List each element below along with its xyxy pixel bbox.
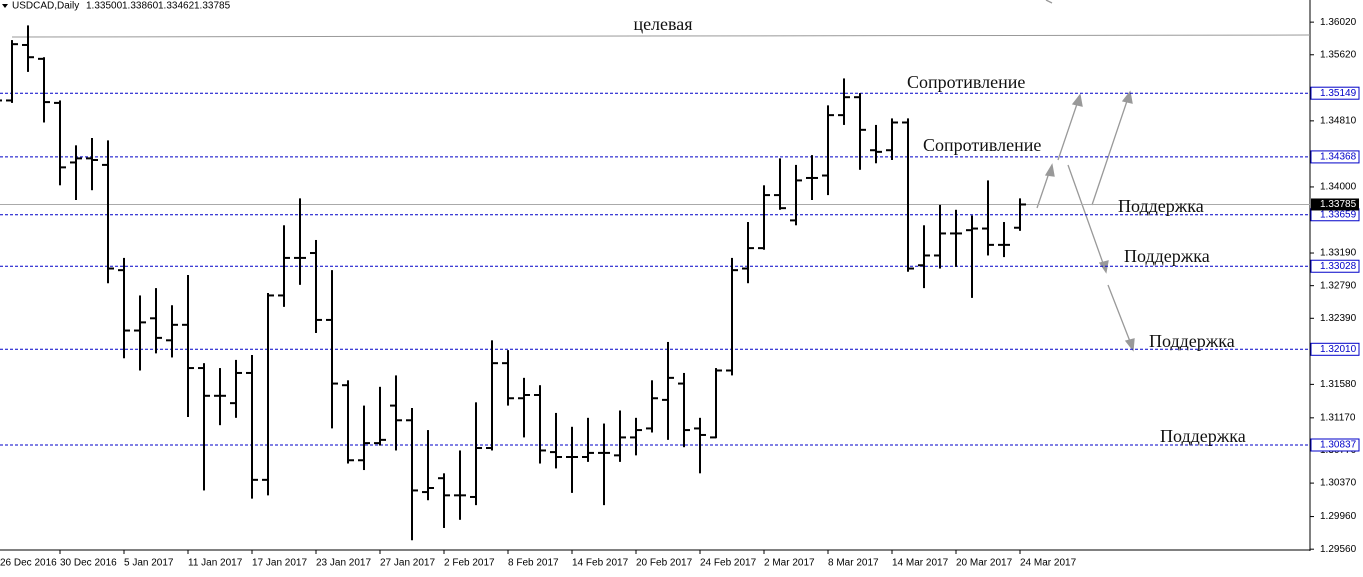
target-label: целевая — [633, 14, 692, 34]
x-tick-label: 2 Feb 2017 — [444, 558, 495, 569]
x-tick-label: 23 Jan 2017 — [316, 558, 371, 569]
x-tick-label: 27 Jan 2017 — [380, 558, 435, 569]
y-tick-label: 1.35620 — [1320, 49, 1357, 60]
y-tick-label: 1.34810 — [1320, 115, 1357, 126]
current-price-label: 1.33785 — [1320, 199, 1357, 210]
annotation: Поддержка — [1118, 196, 1204, 216]
x-tick-label: 20 Mar 2017 — [956, 558, 1013, 569]
y-tick-label: 1.29960 — [1320, 511, 1357, 522]
x-tick-label: 5 Jan 2017 — [124, 558, 174, 569]
x-tick-label: 24 Feb 2017 — [700, 558, 757, 569]
y-tick-label: 1.36020 — [1320, 17, 1357, 28]
x-tick-label: 8 Feb 2017 — [508, 558, 559, 569]
annotation: Сопротивление — [907, 72, 1025, 92]
y-tick-label: 1.29560 — [1320, 544, 1357, 555]
x-tick-label: 11 Jan 2017 — [188, 558, 243, 569]
header-value: 1.33462 — [158, 1, 195, 12]
x-tick-label: 24 Mar 2017 — [1020, 558, 1077, 569]
level-label-box — [1310, 259, 1360, 273]
y-tick-label: 1.30370 — [1320, 478, 1357, 489]
y-tick-label: 1.33190 — [1320, 248, 1357, 259]
x-tick-label: 14 Feb 2017 — [572, 558, 629, 569]
y-tick-label: 1.31170 — [1320, 412, 1356, 423]
symbol: USDCAD,Daily — [12, 1, 79, 12]
x-tick-label: 20 Feb 2017 — [636, 558, 693, 569]
x-tick-label: 30 Dec 2016 — [60, 558, 117, 569]
level-label-box — [1310, 438, 1360, 452]
annotation: Поддержка — [1124, 246, 1210, 266]
arrows — [1036, 0, 1135, 352]
annotation: Сопротивление — [923, 135, 1041, 155]
annotation: Поддержка — [1160, 426, 1246, 446]
x-tick-label: 8 Mar 2017 — [828, 558, 879, 569]
annotation: Поддержка — [1149, 331, 1235, 351]
level-label: 1.32010 — [1320, 344, 1357, 355]
menu-triangle — [2, 4, 8, 8]
x-tick-label: 14 Mar 2017 — [892, 558, 949, 569]
header-value: 1.33500 — [86, 1, 123, 12]
y-tick-label: 1.32790 — [1320, 280, 1357, 291]
x-tick-label: 2 Mar 2017 — [764, 558, 815, 569]
x-tick-label: 26 Dec 2016 — [0, 558, 57, 569]
level-label-box — [1310, 86, 1360, 100]
y-tick-label: 1.31580 — [1320, 379, 1357, 390]
level-label: 1.33659 — [1320, 209, 1357, 220]
level-label: 1.33028 — [1320, 261, 1357, 272]
target-line — [11, 34, 1311, 38]
current-price-box — [1311, 198, 1359, 211]
y-tick-label: 1.34000 — [1320, 182, 1357, 193]
level-label: 1.34368 — [1320, 152, 1357, 163]
header-value: 1.33860 — [122, 1, 159, 12]
level-label: 1.35149 — [1320, 88, 1357, 99]
y-tick-label: 1.32390 — [1320, 313, 1357, 324]
level-label-box — [1310, 342, 1360, 356]
header-value: 1.33785 — [194, 1, 231, 12]
header-values: 1.33500 1.33860 1.33462 1.33785 — [86, 1, 231, 12]
level-label: 1.30837 — [1320, 440, 1357, 451]
x-tick-label: 17 Jan 2017 — [252, 558, 307, 569]
level-label-box — [1310, 150, 1360, 164]
